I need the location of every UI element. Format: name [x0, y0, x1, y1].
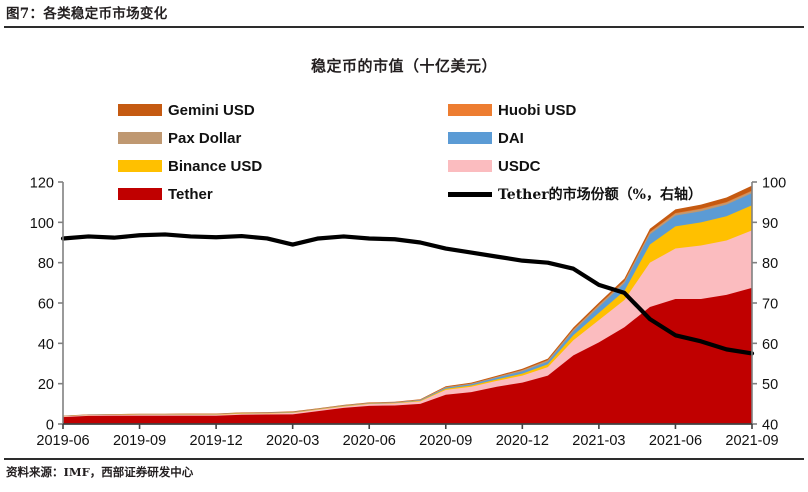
line-tether-market-share	[60, 232, 755, 356]
y-tick-label-right: 80	[762, 256, 778, 272]
x-tick-label: 2021-06	[649, 433, 702, 449]
x-tick-label: 2021-03	[572, 433, 625, 449]
y-tick-label-left: 0	[46, 418, 54, 434]
legend-label-binance-usd: Binance USD	[168, 157, 263, 175]
area-tether	[63, 287, 752, 424]
legend-swatch-huobi-usd	[448, 104, 492, 116]
legend-column-right: Huobi USD DAI USDC Tether的市场份额（%，右轴）	[448, 96, 702, 208]
legend-column-left: Gemini USD Pax Dollar Binance USD Tether	[118, 96, 262, 208]
legend-label-tether-market-share: Tether的市场份额（%，右轴）	[498, 187, 702, 203]
y-tick-label-right: 50	[762, 377, 778, 393]
x-tick-label: 2020-03	[266, 433, 319, 449]
legend-swatch-pax-dollar	[118, 132, 162, 144]
y-tick-label-left: 60	[38, 297, 54, 313]
figure-caption: 图7：各类稳定币市场变化	[6, 6, 168, 22]
legend-item-gemini-usd: Gemini USD	[118, 96, 262, 124]
y-tick-label-left: 20	[38, 377, 54, 393]
y-tick-label-right: 60	[762, 337, 778, 353]
header-divider	[4, 26, 804, 28]
legend-label-pax-dollar: Pax Dollar	[168, 129, 242, 147]
y-tick-label-left: 80	[38, 256, 54, 272]
figure-header: 图7：各类稳定币市场变化	[0, 0, 808, 30]
legend-item-tether-market-share: Tether的市场份额（%，右轴）	[448, 180, 702, 208]
x-tick-label: 2020-09	[419, 433, 472, 449]
legend-swatch-binance-usd	[118, 160, 162, 172]
x-tick-label: 2019-06	[36, 433, 89, 449]
legend-swatch-gemini-usd	[118, 104, 162, 116]
legend-item-tether: Tether	[118, 180, 262, 208]
legend-swatch-tether-market-share	[448, 191, 492, 197]
legend-item-dai: DAI	[448, 124, 702, 152]
y-tick-label-right: 100	[762, 176, 786, 192]
y-tick-label-right: 90	[762, 216, 778, 232]
chart-legend: Gemini USD Pax Dollar Binance USD Tether…	[0, 96, 808, 208]
legend-item-binance-usd: Binance USD	[118, 152, 262, 180]
y-tick-label-left: 100	[30, 216, 54, 232]
legend-label-huobi-usd: Huobi USD	[498, 101, 577, 119]
x-tick-label: 2019-09	[113, 433, 166, 449]
x-tick-label: 2020-12	[496, 433, 549, 449]
legend-item-usdc: USDC	[448, 152, 702, 180]
legend-swatch-tether	[118, 188, 162, 200]
figure-source: 资料来源：IMF，西部证券研发中心	[6, 465, 194, 479]
legend-label-tether: Tether	[168, 185, 213, 203]
chart-title: 稳定币的市值（十亿美元）	[310, 57, 497, 75]
footer-divider	[4, 458, 804, 460]
legend-label-dai: DAI	[498, 129, 524, 147]
legend-item-pax-dollar: Pax Dollar	[118, 124, 262, 152]
x-tick-label: 2020-06	[343, 433, 396, 449]
legend-item-huobi-usd: Huobi USD	[448, 96, 702, 124]
legend-swatch-dai	[448, 132, 492, 144]
x-tick-label: 2021-09	[725, 433, 778, 449]
legend-label-gemini-usd: Gemini USD	[168, 101, 255, 119]
x-tick-label: 2019-12	[190, 433, 243, 449]
y-tick-label-left: 120	[30, 176, 54, 192]
y-tick-label-left: 40	[38, 337, 54, 353]
legend-label-usdc: USDC	[498, 157, 541, 175]
legend-swatch-usdc	[448, 160, 492, 172]
y-tick-label-right: 70	[762, 297, 778, 313]
y-tick-label-right: 40	[762, 418, 778, 434]
